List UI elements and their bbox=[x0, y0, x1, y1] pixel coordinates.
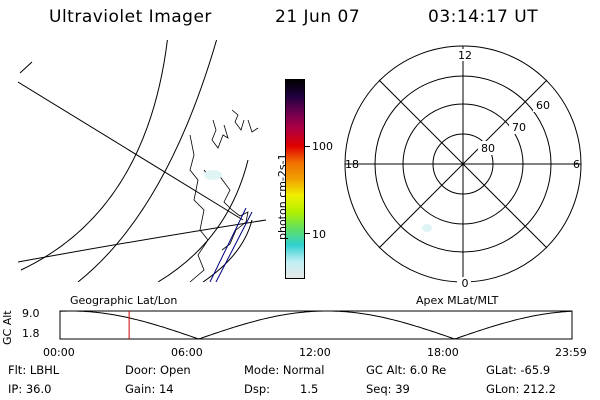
timeline-y-tick: 1.8 bbox=[22, 327, 40, 340]
aurora-emission bbox=[204, 170, 222, 180]
timeline-left-label: Geographic Lat/Lon bbox=[70, 294, 178, 307]
timeline-x-tick: 23:59 bbox=[555, 346, 587, 359]
coastline bbox=[247, 119, 259, 133]
map-latitude-arc bbox=[77, 40, 218, 282]
map-latitude-arc bbox=[202, 219, 253, 282]
observation-date: 21 Jun 07 bbox=[275, 7, 361, 27]
colorbar-tick bbox=[305, 146, 310, 147]
altitude-curve bbox=[59, 310, 573, 340]
terminator-line bbox=[209, 207, 247, 282]
polar-label-80: 80 bbox=[481, 142, 495, 155]
timeline-x-tick: 00:00 bbox=[43, 346, 75, 359]
map-meridian-line bbox=[19, 61, 33, 74]
observation-time: 03:14:17 UT bbox=[428, 7, 539, 27]
glon-info: GLon: 212.2 bbox=[486, 382, 556, 396]
geographic-map bbox=[18, 40, 266, 282]
door-info: Door: Open bbox=[125, 363, 191, 377]
map-meridian-line bbox=[18, 81, 244, 221]
colorbar-unit-text: photon cm-2s-1 bbox=[276, 153, 289, 240]
colorbar-unit-label: photon cm-2s-1 bbox=[276, 153, 289, 240]
polar-label-60: 60 bbox=[536, 99, 550, 112]
polar-label-12: 12 bbox=[458, 49, 472, 62]
glat-info: GLat: -65.9 bbox=[486, 363, 551, 377]
aurora-emission bbox=[422, 224, 432, 232]
colorbar-tick bbox=[305, 233, 310, 234]
timeline-x-tick: 12:00 bbox=[299, 346, 331, 359]
colorbar-tick-label: 10 bbox=[312, 228, 326, 241]
ip-info: IP: 36.0 bbox=[8, 382, 52, 396]
instrument-title: Ultraviolet Imager bbox=[49, 7, 212, 27]
mode-info: Mode: Normal bbox=[244, 363, 325, 377]
polar-diagonal bbox=[378, 79, 548, 249]
seq-info: Seq: 39 bbox=[366, 382, 410, 396]
timeline-x-tick: 06:00 bbox=[171, 346, 203, 359]
terminator-line bbox=[215, 211, 253, 282]
colorbar-tick-label: 100 bbox=[312, 140, 333, 153]
map-latitude-arc bbox=[20, 40, 168, 271]
gc-alt-info: GC Alt: 6.0 Re bbox=[366, 363, 447, 377]
timeline-axis-label: GC Alt bbox=[1, 310, 14, 345]
polar-plot: 12 0 18 6 60 70 80 bbox=[344, 45, 582, 290]
colorbar-gradient bbox=[286, 80, 304, 278]
coastline bbox=[211, 119, 229, 149]
polar-label-70: 70 bbox=[512, 121, 526, 134]
polar-label-18: 18 bbox=[345, 158, 359, 171]
timeline-y-tick: 9.0 bbox=[22, 307, 40, 320]
gain-info: Gain: 14 bbox=[125, 382, 174, 396]
polar-label-6: 6 bbox=[573, 158, 580, 171]
timeline-x-tick: 18:00 bbox=[427, 346, 459, 359]
timeline-frame bbox=[59, 310, 573, 340]
filter-info: Flt: LBHL bbox=[8, 363, 60, 377]
map-latitude-arc bbox=[157, 159, 249, 282]
altitude-timeline bbox=[59, 310, 573, 340]
dsp-value: 1.5 bbox=[300, 382, 319, 396]
coastline bbox=[189, 134, 209, 282]
polar-label-0: 0 bbox=[462, 277, 469, 290]
dsp-label: Dsp: bbox=[244, 382, 271, 396]
map-meridian-line bbox=[18, 219, 266, 263]
colorbar bbox=[285, 79, 305, 279]
coastline bbox=[231, 109, 245, 131]
timeline-right-label: Apex MLat/MLT bbox=[416, 294, 499, 307]
